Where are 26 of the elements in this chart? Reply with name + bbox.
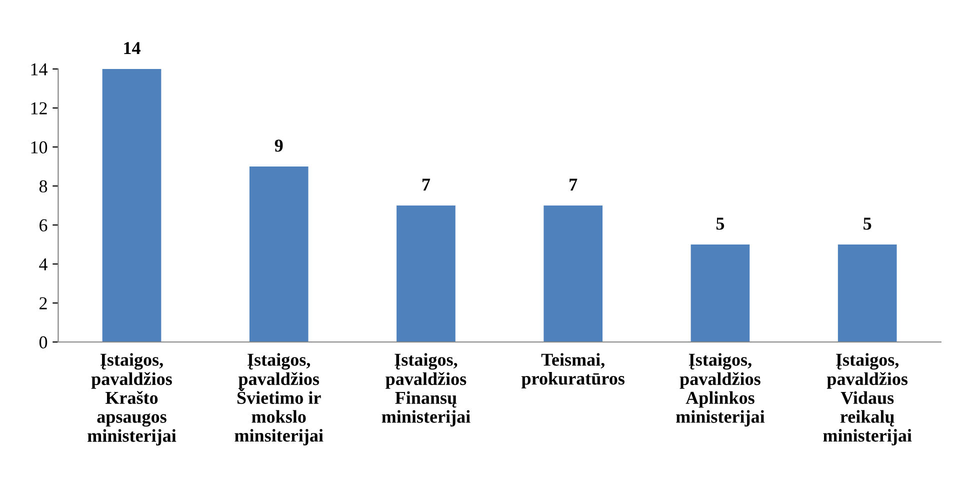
- bar: [249, 166, 308, 342]
- y-tick-label: 12: [31, 102, 47, 114]
- y-tick-label: 6: [40, 219, 48, 232]
- data-label: 5: [864, 218, 872, 230]
- data-label: 7: [422, 178, 430, 191]
- y-tick-label: 10: [31, 141, 48, 154]
- data-label: 5: [716, 218, 724, 230]
- x-tick-label: Įstaigos, pavaldžios Vidaus reikalų ministerijai: [823, 353, 912, 446]
- x-tick-label: Teismai, prokuratūros: [521, 353, 625, 388]
- data-label: 7: [570, 178, 578, 191]
- y-tick-label: 8: [39, 180, 48, 192]
- y-tick-label: 4: [39, 258, 48, 270]
- y-tick-label: 14: [31, 63, 48, 76]
- x-tick-label: Įstaigos, pavaldžios Švietimo ir mokslo minsiterijai: [234, 353, 324, 446]
- bar: [396, 205, 456, 342]
- y-tick-label: 0: [39, 336, 48, 348]
- bar: [102, 68, 162, 342]
- bar: [838, 244, 897, 342]
- y-tick-label: 2: [40, 297, 47, 310]
- bar: [544, 205, 603, 342]
- bar: [690, 244, 750, 342]
- x-tick-label: Įstaigos, pavaldžios Finansų ministerijai: [382, 353, 470, 427]
- data-label: 14: [124, 42, 140, 54]
- x-tick-label: Įstaigos, pavaldžios Krašto apsaugos ministerijai: [88, 353, 176, 446]
- x-tick-label: Įstaigos, pavaldžios Aplinkos ministerijai: [676, 353, 765, 427]
- data-label: 9: [274, 140, 283, 152]
